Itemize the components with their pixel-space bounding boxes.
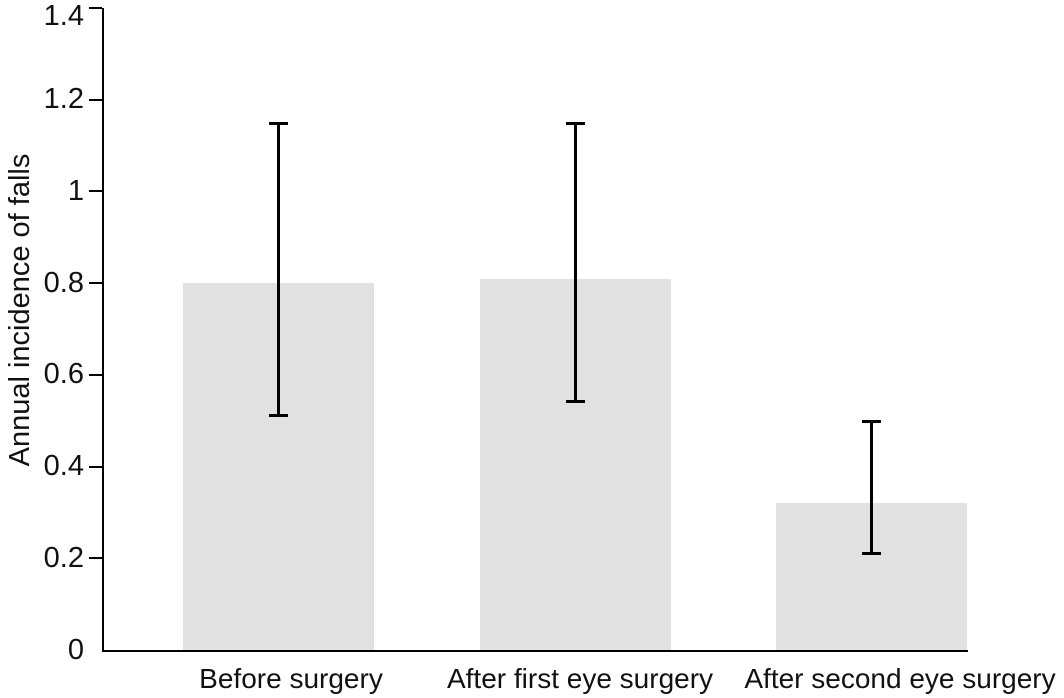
y-tick-label: 0 [67,633,84,666]
x-category-label: After second eye surgery [744,663,1056,694]
y-tick-label: 0.2 [43,541,84,574]
y-axis-tick [89,373,102,376]
error-bar-cap-top [862,419,881,423]
y-axis-tick [89,190,102,193]
y-tick-label: 0.6 [43,358,84,391]
error-bar-cap-bottom [566,400,585,404]
y-tick-label: 1.2 [43,83,84,116]
y-axis-tick [89,282,102,285]
error-bar-cap-bottom [862,551,881,555]
y-tick-label: 0.8 [43,266,84,299]
y-axis-tick [89,98,102,101]
x-category-label: Before surgery [199,663,383,694]
x-category-label: After first eye surgery [446,663,714,694]
error-bar-line [277,122,280,417]
y-tick-label: 0.4 [43,450,84,483]
plot-area: 0 0.2 0.4 0.6 0.8 1 1.2 1.4 [44,0,968,666]
error-bar-cap-bottom [269,414,288,418]
y-axis-tick [89,465,102,468]
error-bar-cap-top [566,121,585,125]
y-tick-label: 1.4 [43,0,84,32]
error-bar-line [870,420,873,554]
y-axis-tick [89,557,102,560]
y-tick-label: 1 [67,174,84,207]
error-bar-line [574,122,577,403]
y-axis-tick [89,7,102,9]
error-bar-cap-top [269,121,288,125]
